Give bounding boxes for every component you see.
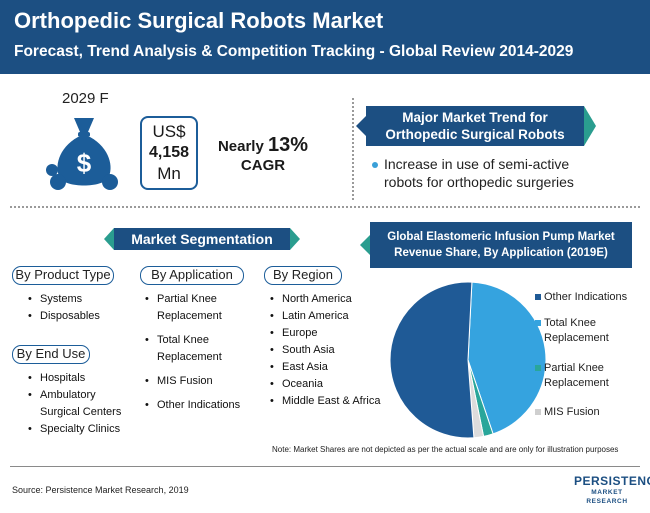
list-item: Europe — [270, 325, 390, 342]
list-item-line: Ambulatory — [40, 389, 96, 401]
list-item: South Asia — [270, 342, 390, 359]
legend-label: Other Indications — [544, 291, 628, 303]
cagr-block: Nearly 13% CAGR — [208, 134, 318, 174]
list-item: East Asia — [270, 359, 390, 376]
company-logo: PERSISTENCE MARKET RESEARCH — [574, 474, 650, 506]
list-item-line: Replacement — [157, 351, 222, 363]
legend-swatch — [535, 320, 541, 326]
header-bar: Orthopedic Surgical Robots Market Foreca… — [0, 0, 650, 74]
pie-slice-other-indications — [389, 281, 475, 439]
application-list: Partial Knee Replacement Total Knee Replac… — [145, 291, 255, 421]
chart-title-line2: Revenue Share, By Application (2019E) — [394, 247, 608, 259]
list-item-line: Total Knee — [157, 334, 209, 346]
page-subtitle: Forecast, Trend Analysis & Competition T… — [14, 43, 574, 60]
list-item: Middle East & Africa — [270, 393, 390, 410]
end-use-list: Hospitals Ambulatory Surgical Centers Spe… — [28, 370, 138, 438]
list-item: Systems — [28, 291, 138, 308]
list-item: Disposables — [28, 308, 138, 325]
legend-swatch — [535, 365, 541, 371]
divider-vertical-top — [352, 98, 354, 200]
legend-item: Other Indications — [535, 290, 644, 305]
legend-label: Total Knee — [544, 317, 596, 329]
legend-label: Replacement — [544, 332, 609, 344]
page-title: Orthopedic Surgical Robots Market — [14, 8, 384, 33]
chart-title-banner: Global Elastomeric Infusion Pump Market … — [360, 222, 632, 268]
source-text: Source: Persistence Market Research, 201… — [12, 485, 189, 495]
value-currency: US$ — [152, 122, 186, 141]
product-type-list: Systems Disposables — [28, 291, 138, 325]
list-item: Total Knee Replacement — [145, 332, 255, 366]
footer-divider — [10, 466, 640, 467]
end-use-heading: By End Use — [12, 345, 90, 364]
logo-main-text: PERSISTENCE — [574, 474, 650, 488]
trend-text: Increase in use of semi-active robots fo… — [384, 155, 634, 191]
legend-item: Partial Knee Replacement — [535, 361, 644, 391]
application-heading: By Application — [140, 266, 244, 285]
list-item: Hospitals — [28, 370, 138, 387]
legend-label: Partial Knee — [544, 362, 604, 374]
list-item: North America — [270, 291, 390, 308]
forecast-year: 2029 F — [62, 90, 109, 107]
value-unit: Mn — [157, 164, 181, 183]
legend-item: MIS Fusion — [535, 405, 644, 420]
divider-horizontal — [10, 206, 640, 208]
trend-text-line2: robots for orthopedic surgeries — [384, 174, 574, 190]
legend-item: Total Knee Replacement — [535, 316, 644, 346]
list-item-line: Replacement — [157, 310, 222, 322]
chart-note: Note: Market Shares are not depicted as … — [272, 445, 619, 454]
trend-text-line1: Increase in use of semi-active — [384, 156, 570, 172]
list-item: Specialty Clinics — [28, 421, 138, 438]
trend-banner-line2: Orthopedic Surgical Robots — [385, 127, 565, 142]
logo-sub-text: MARKET RESEARCH — [586, 489, 628, 505]
bullet-icon — [372, 162, 378, 168]
legend-label: Replacement — [544, 377, 609, 389]
segmentation-banner: Market Segmentation — [104, 228, 300, 250]
market-value-box: US$ 4,158 Mn — [140, 116, 198, 190]
list-item: Latin America — [270, 308, 390, 325]
pie-chart — [389, 281, 547, 439]
product-type-heading: By Product Type — [12, 266, 114, 285]
list-item: Other Indications — [145, 397, 255, 414]
pie-slice-total-knee-replacement — [467, 281, 547, 435]
money-bag-icon: $ — [46, 118, 118, 190]
chart-title-line1: Global Elastomeric Infusion Pump Market — [387, 231, 615, 243]
value-amount: 4,158 — [148, 144, 190, 161]
list-item-line: Surgical Centers — [40, 406, 122, 418]
legend-swatch — [535, 409, 541, 415]
cagr-prefix: Nearly — [217, 138, 264, 155]
list-item: Partial Knee Replacement — [145, 291, 255, 325]
list-item: MIS Fusion — [145, 373, 255, 390]
svg-text:$: $ — [77, 148, 92, 178]
list-item: Ambulatory Surgical Centers — [28, 387, 138, 421]
cagr-value: 13% — [268, 134, 309, 156]
region-heading: By Region — [264, 266, 342, 285]
trend-banner: Major Market Trend for Orthopedic Surgic… — [356, 106, 596, 146]
cagr-label: CAGR — [240, 157, 286, 174]
list-item-line: Partial Knee — [157, 293, 217, 305]
legend-swatch — [535, 294, 541, 300]
region-list: North America Latin America Europe South… — [270, 291, 390, 410]
legend-label: MIS Fusion — [544, 406, 600, 418]
list-item: Oceania — [270, 376, 390, 393]
trend-banner-line1: Major Market Trend for — [402, 110, 548, 125]
